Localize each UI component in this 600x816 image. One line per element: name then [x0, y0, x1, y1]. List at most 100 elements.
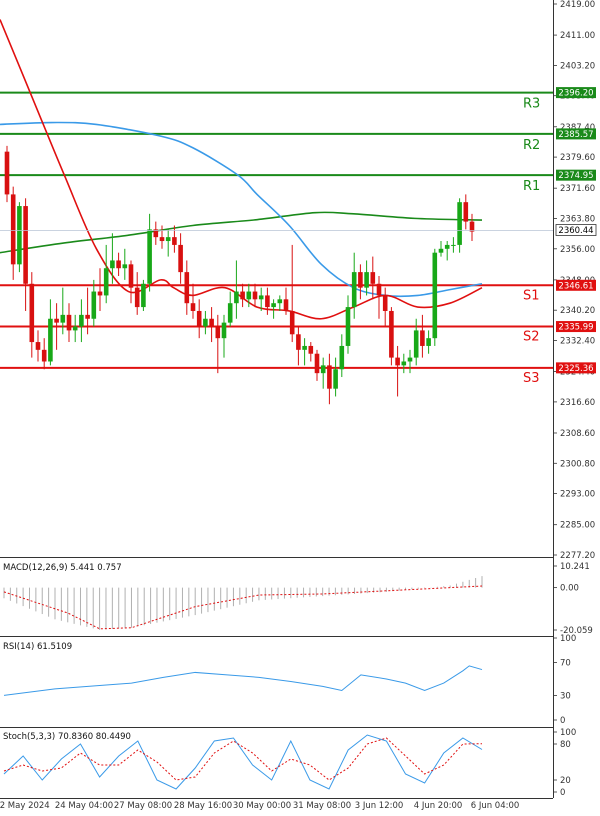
candle-body — [420, 330, 425, 346]
candle-body — [240, 291, 245, 300]
candle-body — [234, 291, 239, 304]
candle-body — [159, 237, 165, 242]
price-tick-label: 2356.00 — [560, 245, 595, 255]
candle-body — [351, 272, 357, 308]
level-value-r2: 2385.57 — [558, 130, 593, 140]
candle-body — [469, 221, 475, 232]
level-tag-s2 — [556, 321, 596, 333]
candle-body — [413, 330, 419, 358]
price-tick-label: 2371.60 — [560, 184, 595, 194]
last-price-value: 2360.44 — [558, 226, 593, 236]
candle-body — [463, 202, 469, 222]
candle-body — [345, 307, 351, 346]
candle-body — [364, 272, 369, 288]
time-tick-label: 22 May 2024 — [0, 801, 50, 811]
candle-body — [432, 252, 438, 339]
time-tick-label: 24 May 04:00 — [55, 801, 113, 811]
time-tick-label: 27 May 08:00 — [114, 801, 172, 811]
candle-body — [389, 310, 394, 358]
candle-body — [457, 202, 462, 245]
candle-body — [376, 283, 382, 296]
candle-body — [17, 206, 22, 265]
level-label-s1: S1 — [523, 288, 540, 303]
rsi-line — [3, 665, 483, 696]
candle-body — [85, 314, 90, 319]
price-tick-label: 2332.40 — [560, 337, 595, 347]
candle-body — [91, 291, 97, 319]
moving-averages — [0, 19, 483, 320]
candle-body — [382, 295, 388, 311]
candle-body — [370, 272, 376, 284]
candle-body — [153, 229, 159, 238]
candle-body — [333, 369, 338, 389]
level-tag-r2 — [556, 128, 596, 140]
indicator-tick-label: 80 — [560, 740, 571, 750]
candle-body — [320, 365, 326, 374]
time-tick-label: 28 May 16:00 — [174, 801, 232, 811]
price-tick-label: 2293.00 — [560, 490, 595, 500]
candle-body — [116, 260, 121, 269]
candle-body — [196, 310, 202, 327]
stoch-k-line — [3, 734, 483, 790]
candle-body — [277, 299, 283, 304]
candle-body — [141, 283, 146, 308]
level-label-r1: R1 — [523, 179, 540, 194]
candle-body — [48, 318, 53, 362]
candle-body — [296, 334, 301, 350]
candle-body — [10, 194, 16, 265]
indicator-tick-label: 30 — [560, 691, 571, 701]
indicator-tick-label: 10.241 — [560, 562, 590, 572]
candle-body — [35, 342, 41, 350]
candle-body — [451, 244, 456, 246]
candle-body — [407, 357, 413, 362]
candle-body — [395, 357, 400, 366]
level-label-r2: R2 — [523, 138, 540, 153]
candle-body — [79, 314, 84, 327]
stoch-panel: 100 80 20 0 — [3, 728, 576, 798]
candle-body — [147, 229, 152, 284]
candle-body — [314, 353, 320, 374]
candle-body — [41, 349, 47, 362]
candlesticks — [4, 145, 475, 405]
candle-body — [190, 303, 196, 311]
price-tick-label: 2300.80 — [560, 459, 595, 469]
candle-body — [215, 326, 221, 339]
macd-label: MACD(12,26,9) 5.441 0.757 — [3, 563, 122, 573]
ma-red-line — [0, 19, 483, 320]
candle-body — [302, 345, 307, 350]
level-label-s3: S3 — [523, 371, 540, 386]
candle-body — [110, 260, 115, 269]
candle-body — [221, 322, 227, 339]
candle-body — [4, 151, 10, 195]
price-panel: R3 R2 R1 S1 S2 S3 — [0, 19, 553, 405]
candle-body — [227, 303, 233, 323]
stoch-label: Stoch(5,3,3) 70.8360 80.4490 — [3, 732, 131, 742]
candle-body — [122, 264, 128, 269]
indicator-tick-label: 20 — [560, 776, 571, 786]
candle-body — [438, 248, 444, 253]
candle-body — [66, 314, 72, 331]
support-resistance-levels: R3 R2 R1 S1 S2 S3 — [0, 91, 553, 386]
price-tick-label: 2316.60 — [560, 398, 595, 408]
candle-body — [289, 310, 295, 335]
candle-body — [23, 206, 28, 284]
macd-signal-line — [3, 585, 483, 630]
candle-body — [103, 268, 109, 296]
price-tick-label: 2308.60 — [560, 429, 595, 439]
level-tag-r3 — [556, 87, 596, 99]
candle-body — [358, 272, 363, 288]
candle-body — [339, 345, 345, 370]
candle-body — [265, 295, 270, 308]
candle-body — [246, 291, 252, 300]
candle-body — [172, 237, 177, 245]
price-tick-label: 2379.60 — [560, 153, 595, 163]
candle-body — [128, 264, 134, 288]
candle-body — [426, 338, 431, 346]
candle-body — [54, 318, 59, 323]
indicator-tick-label: 70 — [560, 659, 571, 669]
time-tick-label: 31 May 08:00 — [293, 801, 351, 811]
ma-green-line — [0, 211, 483, 254]
candle-body — [97, 291, 103, 296]
candle-body — [134, 287, 140, 308]
